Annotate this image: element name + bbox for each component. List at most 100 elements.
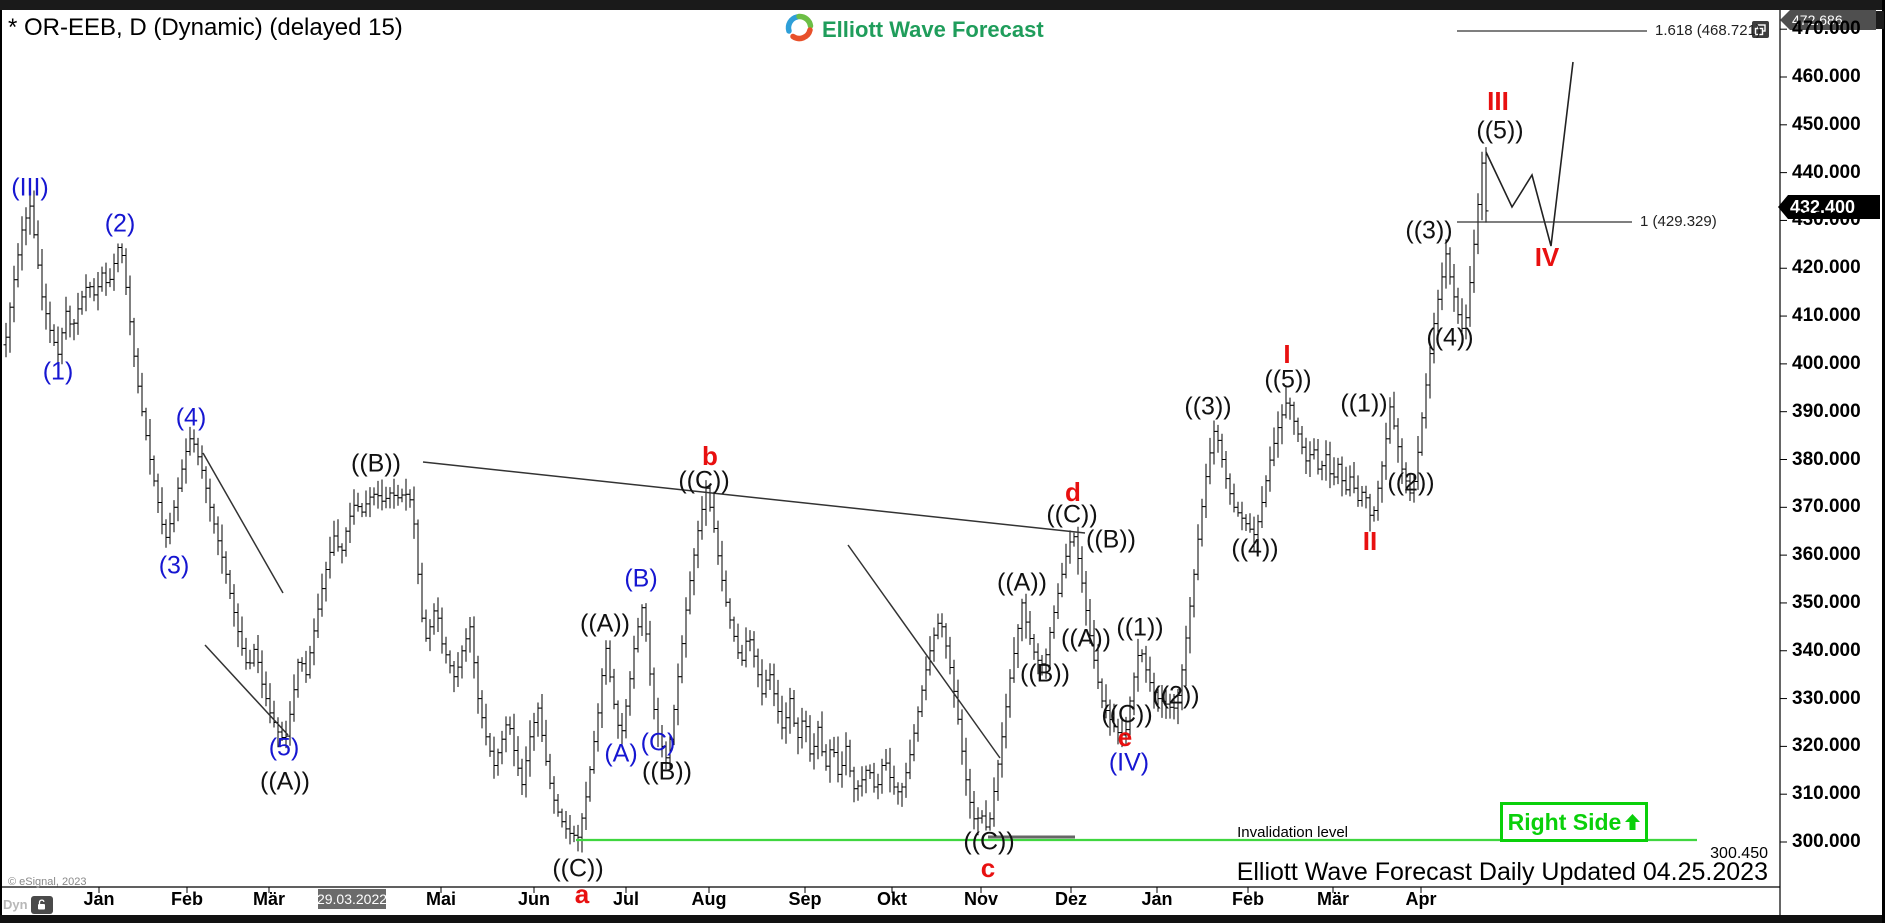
window-bottom-bar xyxy=(0,915,1885,923)
wave-label: c xyxy=(980,853,996,883)
wave-label: ((1)) xyxy=(1116,613,1164,642)
session-high-price-badge: 472.686 xyxy=(1780,10,1876,30)
logo-text: Elliott Wave Forecast xyxy=(822,17,1044,42)
wave-label: ((A)) xyxy=(260,767,310,796)
anchor-date-badge: 29.03.2022 xyxy=(316,889,388,909)
window-right-border xyxy=(1882,0,1885,923)
price-tick-label: 470.000 xyxy=(1792,18,1861,40)
price-tick-label: 350.000 xyxy=(1792,591,1861,613)
fib-1-label: 1 (429.329) xyxy=(1640,213,1717,230)
wave-label: (C) xyxy=(640,728,676,757)
wave-label: ((C)) xyxy=(1046,500,1098,529)
wave-label: (4) xyxy=(175,403,207,432)
wave-label: ((5)) xyxy=(1476,116,1524,145)
brand-logo: Elliott Wave Forecast xyxy=(783,11,1044,49)
wave-label: e xyxy=(1117,722,1133,752)
wave-label: ((C)) xyxy=(1101,700,1153,729)
price-tick-label: 380.000 xyxy=(1792,448,1861,470)
wave-label: ((4)) xyxy=(1426,323,1474,352)
logo-swirl-icon xyxy=(783,11,816,49)
month-tick-label: Jul xyxy=(612,889,640,909)
price-tick-label: 400.000 xyxy=(1792,352,1861,374)
symbol-title: * OR-EEB, D (Dynamic) (delayed 15) xyxy=(8,14,403,41)
unlock-icon[interactable] xyxy=(31,896,53,914)
price-tick-label: 320.000 xyxy=(1792,735,1861,757)
wave-label: ((1)) xyxy=(1340,389,1388,418)
invalidation-level-label: Invalidation level xyxy=(1237,824,1348,841)
window-left-border xyxy=(0,10,2,915)
wave-label: ((C)) xyxy=(963,827,1015,856)
price-tick-label: 310.000 xyxy=(1792,783,1861,805)
current-price-badge: 432.400 xyxy=(1778,195,1880,219)
wave-label: ((B)) xyxy=(1020,659,1070,688)
wave-label: ((A)) xyxy=(580,609,630,638)
month-tick-label: Nov xyxy=(963,889,999,909)
right-side-badge: Right Side xyxy=(1500,802,1648,842)
invalidation-price-label: 300.450 xyxy=(1710,845,1768,862)
wave-label: a xyxy=(574,879,590,909)
price-tick-label: 370.000 xyxy=(1792,496,1861,518)
month-tick-label: Apr xyxy=(1405,889,1437,909)
month-tick-label: Jun xyxy=(517,889,551,909)
price-tick-label: 410.000 xyxy=(1792,305,1861,327)
wave-label: I xyxy=(1283,339,1291,369)
price-tick-label: 430.000 xyxy=(1792,209,1861,231)
price-tick-label: 330.000 xyxy=(1792,687,1861,709)
month-tick-label: Aug xyxy=(691,889,727,909)
wave-label: ((B)) xyxy=(1086,525,1136,554)
wave-label: ((5)) xyxy=(1264,365,1312,394)
month-tick-label: Okt xyxy=(876,889,908,909)
wave-label: ((3)) xyxy=(1405,216,1453,245)
price-tick-label: 340.000 xyxy=(1792,639,1861,661)
wave-label: IV xyxy=(1534,242,1560,272)
wave-label: b xyxy=(702,441,718,471)
wave-label: ((C)) xyxy=(552,854,604,883)
wave-label: ((2)) xyxy=(1387,468,1435,497)
wave-label: III xyxy=(1487,86,1509,116)
price-tick-label: 300.000 xyxy=(1792,831,1861,852)
right-side-text: Right Side xyxy=(1507,808,1622,835)
month-tick-label: Mai xyxy=(425,889,457,909)
wave-label: (5) xyxy=(268,733,300,762)
wave-label: (2) xyxy=(104,209,136,238)
fib-1618-label: 1.618 (468.721) xyxy=(1655,22,1761,39)
wave-label: (3) xyxy=(158,551,190,580)
wave-label: ((A)) xyxy=(997,568,1047,597)
price-tick-label: 360.000 xyxy=(1792,544,1861,566)
wave-label: (III) xyxy=(11,173,49,202)
forecast-updated-note: Elliott Wave Forecast Daily Updated 04.2… xyxy=(1236,858,1768,886)
wave-label: II xyxy=(1362,526,1378,556)
price-tick-label: 440.000 xyxy=(1792,161,1861,183)
wave-label: ((3)) xyxy=(1184,392,1232,421)
month-tick-label: Mär xyxy=(252,889,286,909)
window-top-bar xyxy=(0,0,1885,10)
esignal-copyright: © eSignal, 2023 xyxy=(8,876,87,888)
price-tick-label: 450.000 xyxy=(1792,113,1861,135)
price-tick-label: 390.000 xyxy=(1792,400,1861,422)
restore-window-icon[interactable] xyxy=(1752,21,1769,38)
wave-label: (1) xyxy=(42,357,74,386)
wave-label: ((C)) xyxy=(678,466,730,495)
month-tick-label: Feb xyxy=(170,889,204,909)
price-tick-label: 460.000 xyxy=(1792,66,1861,87)
wave-label: (A) xyxy=(604,739,638,768)
wave-label: ((A)) xyxy=(1061,624,1111,653)
wave-label: ((4)) xyxy=(1231,534,1279,563)
month-tick-label: Mär xyxy=(1316,889,1350,909)
month-tick-label: Jan xyxy=(1141,889,1173,909)
month-tick-label: Dez xyxy=(1054,889,1088,909)
month-tick-label: Jan xyxy=(83,889,115,909)
wave-label: (IV) xyxy=(1108,748,1150,777)
wave-label: d xyxy=(1065,477,1081,507)
wave-label: (B) xyxy=(624,564,658,593)
price-tick-label: 420.000 xyxy=(1792,257,1861,279)
dyn-mode-label: Dyn xyxy=(3,897,28,912)
month-tick-label: Sep xyxy=(788,889,822,909)
month-tick-label: Feb xyxy=(1231,889,1265,909)
wave-label: ((B)) xyxy=(642,757,692,786)
wave-label: ((2)) xyxy=(1152,681,1200,710)
wave-label: ((B)) xyxy=(351,449,401,478)
up-arrow-icon xyxy=(1625,814,1641,830)
